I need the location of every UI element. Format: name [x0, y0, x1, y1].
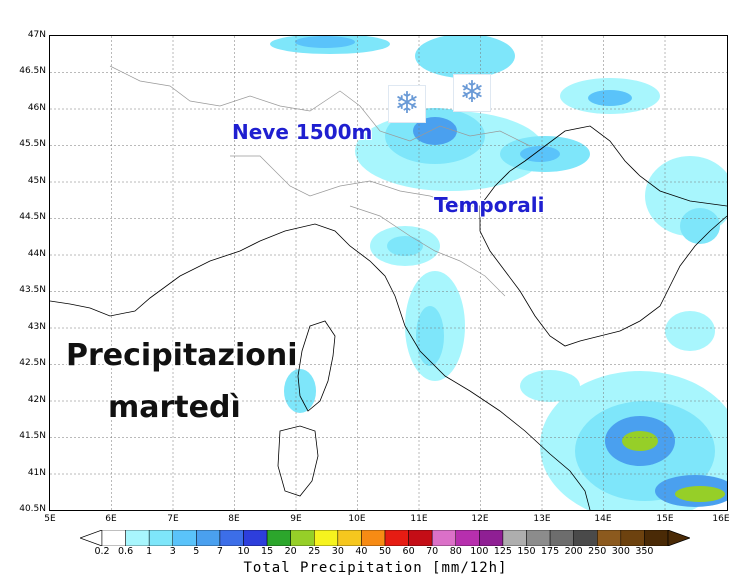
legend-color-box [455, 530, 480, 546]
legend-colorbar [80, 530, 690, 546]
legend-color-box [148, 530, 173, 546]
legend-min-arrow [80, 530, 103, 546]
legend-color-box [573, 530, 598, 546]
legend-value-label: 175 [541, 546, 560, 557]
lon-tick-label: 15E [656, 514, 674, 524]
lat-tick-label: 46N [27, 103, 46, 113]
lat-tick-label: 46.5N [19, 66, 46, 76]
legend-value-label: 150 [517, 546, 536, 557]
legend-color-box [502, 530, 527, 546]
lon-tick-label: 5E [44, 514, 56, 524]
legend-color-box [290, 530, 315, 546]
lat-tick-label: 41.5N [19, 431, 46, 441]
legend-value-label: 250 [588, 546, 607, 557]
legend-value-label: 70 [426, 546, 439, 557]
legend-value-label: 80 [449, 546, 462, 557]
lon-tick-label: 8E [228, 514, 240, 524]
legend-color-box [479, 530, 504, 546]
lon-tick-label: 16E [712, 514, 730, 524]
legend-value-label: 20 [284, 546, 297, 557]
coastlines [50, 125, 727, 510]
snow-level-annotation: Neve 1500m [232, 120, 373, 144]
legend-color-box [644, 530, 669, 546]
legend-color-box [266, 530, 291, 546]
map-title-line1: Precipitazioni [66, 338, 298, 373]
map-title-line2: martedì [108, 390, 241, 425]
legend-title: Total Precipitation [mm/12h] [243, 560, 508, 576]
legend-value-label: 10 [237, 546, 250, 557]
lon-tick-label: 12E [471, 514, 489, 524]
borders [109, 65, 531, 297]
legend-value-label: 50 [378, 546, 392, 557]
legend-value-label: 15 [261, 546, 274, 557]
legend-value-label: 125 [493, 546, 512, 557]
thunderstorms-annotation: Temporali [434, 193, 545, 217]
lat-tick-label: 47N [27, 30, 46, 40]
legend-value-label: 60 [402, 546, 415, 557]
lon-tick-label: 6E [105, 514, 117, 524]
lat-tick-label: 44N [27, 249, 46, 259]
lon-tick-label: 14E [594, 514, 612, 524]
legend-value-label: 5 [193, 546, 200, 557]
lat-tick-label: 45.5N [19, 139, 46, 149]
legend-value-label: 30 [331, 546, 344, 557]
legend-color-box [196, 530, 221, 546]
lon-tick-label: 10E [348, 514, 366, 524]
legend-value-label: 7 [216, 546, 223, 557]
legend-color-box [549, 530, 574, 546]
lat-tick-label: 44.5N [19, 212, 46, 222]
lon-tick-label: 11E [410, 514, 428, 524]
lat-tick-label: 41N [27, 468, 46, 478]
legend-value-label: 350 [635, 546, 654, 557]
legend-value-label: 1 [146, 546, 153, 557]
legend-value-label: 25 [308, 546, 321, 557]
legend-value-label: 300 [611, 546, 630, 557]
snowflake-icon: ❄ [388, 85, 426, 123]
legend-value-label: 0.6 [118, 546, 134, 557]
lat-tick-label: 43N [27, 322, 46, 332]
snowflake-icon: ❄ [453, 74, 491, 112]
legend-max-arrow [667, 530, 690, 546]
legend-color-box [620, 530, 645, 546]
legend-value-label: 3 [169, 546, 176, 557]
legend-color-box [172, 530, 197, 546]
legend-color-box [361, 530, 386, 546]
legend-color-box [314, 530, 339, 546]
lat-tick-label: 42.5N [19, 358, 46, 368]
legend-color-box [408, 530, 433, 546]
lat-tick-label: 42N [27, 395, 46, 405]
legend-value-label: 40 [355, 546, 368, 557]
legend-value-label: 0.2 [94, 546, 110, 557]
precipitation-field [270, 36, 727, 510]
legend-value-label: 100 [470, 546, 489, 557]
lon-tick-label: 9E [290, 514, 302, 524]
map-canvas [50, 36, 727, 510]
legend-value-label: 200 [564, 546, 583, 557]
legend-color-box [219, 530, 244, 546]
legend-color-box [101, 530, 126, 546]
lat-tick-label: 45N [27, 176, 46, 186]
legend-color-box [526, 530, 551, 546]
legend-color-box [431, 530, 456, 546]
lat-tick-label: 40.5N [19, 504, 46, 514]
legend-color-box [597, 530, 622, 546]
legend-color-box [337, 530, 362, 546]
legend-color-box [125, 530, 150, 546]
lon-tick-label: 13E [533, 514, 551, 524]
legend-color-box [384, 530, 409, 546]
lon-tick-label: 7E [167, 514, 179, 524]
legend-color-box [243, 530, 268, 546]
lat-tick-label: 43.5N [19, 285, 46, 295]
